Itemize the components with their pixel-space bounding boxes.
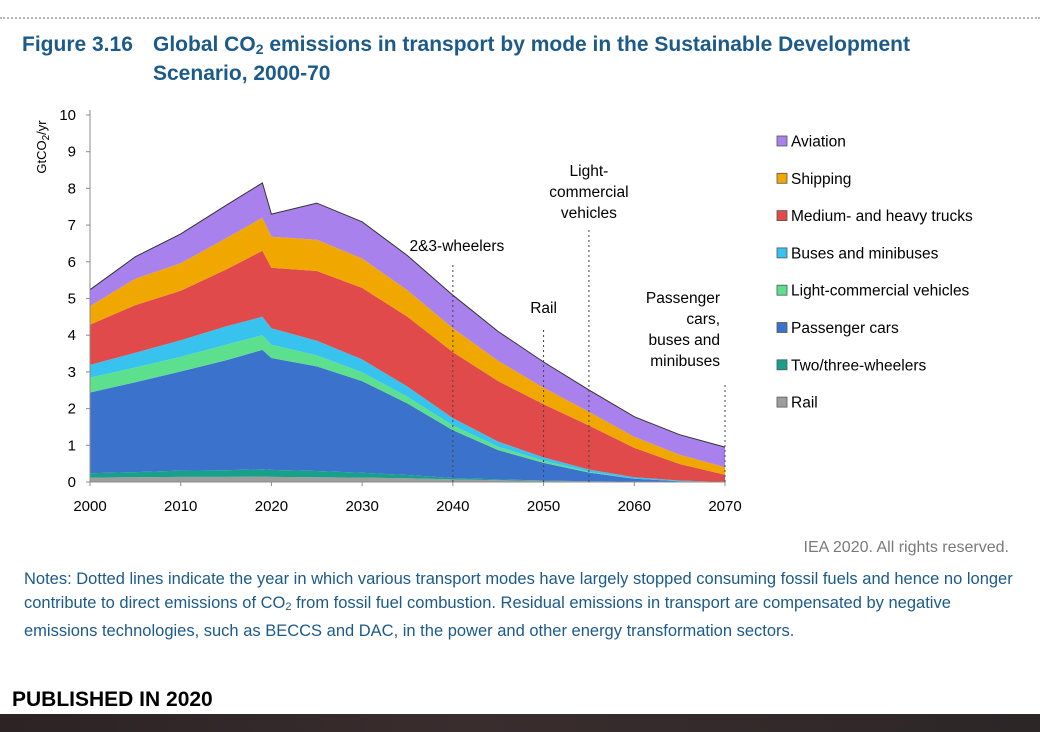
x-tick-label: 2020 bbox=[255, 498, 288, 515]
y-tick-label: 7 bbox=[68, 217, 76, 234]
x-tick-label: 2010 bbox=[164, 498, 197, 515]
x-tick-label: 2070 bbox=[708, 498, 741, 515]
x-tick-label: 2040 bbox=[436, 498, 469, 515]
stacked-area-chart: 0 1 2 3 4 5 6 7 8 9 10 2000 2010 2020 2030 2040 2050 2060… bbox=[34, 107, 973, 515]
x-tick-label: 2000 bbox=[73, 498, 106, 515]
legend-label-medium-and-heavy-trucks: Medium- and heavy trucks bbox=[791, 208, 973, 225]
annotation-label-2055: Light- bbox=[570, 163, 609, 180]
legend-label-rail: Rail bbox=[791, 395, 818, 412]
legend-swatch-buses-and-minibuses bbox=[776, 247, 788, 259]
legend-swatch-rail bbox=[776, 396, 788, 408]
area-two-three-wheelers bbox=[90, 469, 725, 482]
annotation-label-2055: commercial bbox=[549, 184, 628, 201]
total-outline bbox=[89, 182, 726, 448]
area-medium-and-heavy-trucks bbox=[90, 250, 725, 482]
annotation-label-2070: minibuses bbox=[650, 353, 720, 370]
y-tick-label: 5 bbox=[68, 291, 76, 308]
annotation-label-2070: cars, bbox=[686, 311, 720, 328]
y-tick-label: 10 bbox=[59, 107, 76, 124]
area-rail bbox=[90, 476, 725, 482]
legend-label-shipping: Shipping bbox=[791, 171, 851, 188]
legend-swatch-shipping bbox=[776, 172, 788, 184]
y-tick-label: 4 bbox=[68, 327, 76, 344]
legend-label-aviation: Aviation bbox=[791, 134, 846, 151]
copyright-notice: IEA 2020. All rights reserved. bbox=[803, 539, 1009, 556]
legend-swatch-two-three-wheelers bbox=[776, 359, 788, 371]
annotation-label-2050: Rail bbox=[530, 300, 557, 317]
legend-swatch-light-commercial-vehicles bbox=[776, 284, 788, 296]
legend-swatch-medium-and-heavy-trucks bbox=[776, 210, 788, 221]
y-axis-label: GtCO2/yr bbox=[34, 120, 52, 174]
legend-swatch-aviation bbox=[776, 135, 788, 147]
x-tick-label: 2050 bbox=[527, 498, 560, 515]
figure-notes: Notes: Dotted lines indicate the year in… bbox=[24, 570, 1013, 640]
legend-label-two-three-wheelers: Two/three-wheelers bbox=[791, 357, 927, 374]
legend-label-light-commercial-vehicles: Light-commercial vehicles bbox=[791, 283, 970, 300]
legend-swatch-passenger-cars bbox=[776, 322, 788, 333]
y-tick-label: 1 bbox=[68, 437, 76, 454]
y-tick-label: 8 bbox=[68, 180, 76, 197]
y-tick-label: 6 bbox=[68, 254, 76, 271]
y-tick-label: 0 bbox=[68, 474, 76, 491]
figure-title-line2: Scenario, 2000-70 bbox=[153, 62, 331, 85]
published-label: PUBLISHED IN 2020 bbox=[12, 688, 213, 711]
bottom-video-bar bbox=[0, 714, 1040, 732]
annotation-label-2040: 2&3-wheelers bbox=[409, 238, 504, 255]
y-tick-label: 3 bbox=[68, 364, 76, 381]
figure-number: Figure 3.16 bbox=[22, 33, 133, 56]
annotation-label-2055: vehicles bbox=[561, 205, 617, 222]
x-tick-label: 2060 bbox=[618, 498, 651, 515]
top-dotted-rule bbox=[0, 17, 1040, 19]
area-aviation bbox=[90, 182, 725, 468]
annotation-label-2070: Passenger bbox=[646, 290, 720, 307]
x-tick-label: 2030 bbox=[345, 498, 378, 515]
legend-label-passenger-cars: Passenger cars bbox=[791, 320, 899, 337]
area-shipping bbox=[90, 217, 725, 475]
y-tick-label: 2 bbox=[68, 401, 76, 418]
area-passenger-cars bbox=[90, 349, 725, 482]
annotation-label-2070: buses and bbox=[648, 332, 720, 349]
y-tick-label: 9 bbox=[68, 144, 76, 161]
figure-title-line1: Global CO2 emissions in transport by mod… bbox=[153, 33, 910, 57]
legend-label-buses-and-minibuses: Buses and minibuses bbox=[791, 245, 939, 262]
